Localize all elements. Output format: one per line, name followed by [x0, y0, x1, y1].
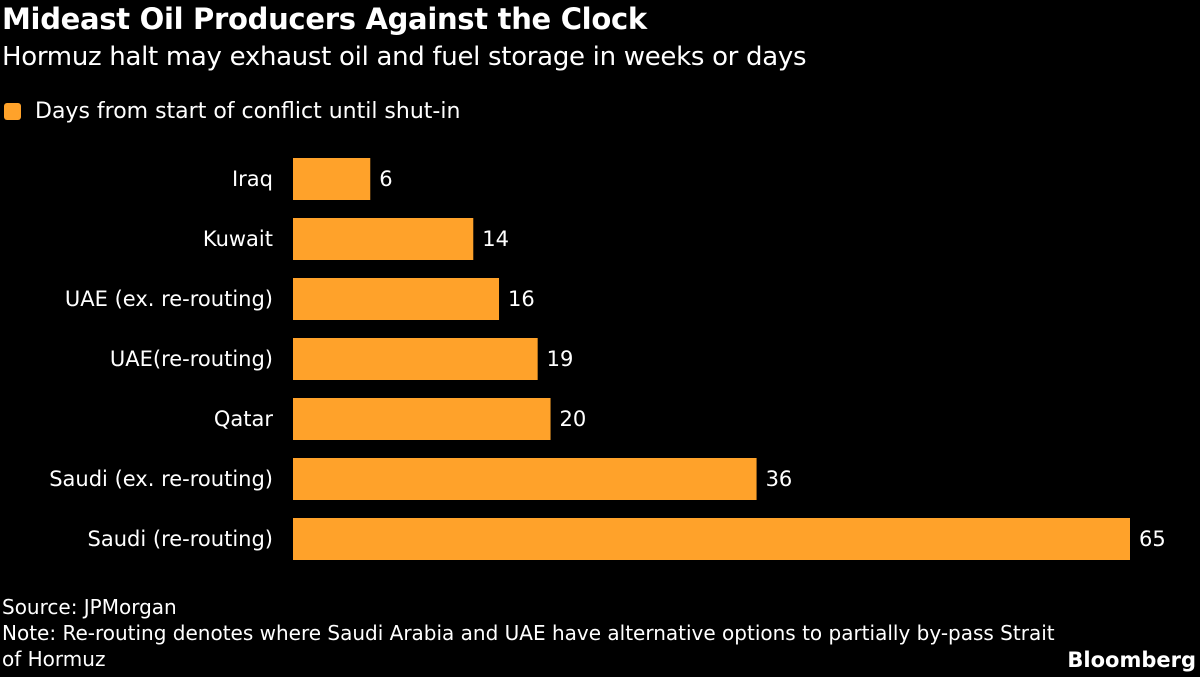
category-label: Kuwait — [203, 227, 273, 251]
chart-subtitle: Hormuz halt may exhaust oil and fuel sto… — [2, 42, 807, 72]
data-label: 6 — [379, 167, 392, 191]
source-note: Source: JPMorgan Note: Re-routing denote… — [2, 594, 1062, 672]
bar — [293, 458, 757, 500]
data-label: 20 — [560, 407, 587, 431]
bar — [293, 338, 538, 380]
category-label: Saudi (ex. re-routing) — [49, 467, 273, 491]
category-label: UAE(re-routing) — [110, 347, 273, 371]
bloomberg-logo: Bloomberg — [1067, 648, 1196, 672]
bar — [293, 218, 474, 260]
category-label: Qatar — [214, 407, 274, 431]
data-label: 65 — [1139, 527, 1166, 551]
legend: Days from start of conflict until shut-i… — [4, 99, 460, 124]
bar — [293, 278, 500, 320]
category-label: Saudi (re-routing) — [88, 527, 273, 551]
source: Source: JPMorgan — [2, 595, 177, 619]
data-label: 19 — [547, 347, 574, 371]
bar — [293, 158, 371, 200]
data-label: 36 — [766, 467, 793, 491]
category-label: UAE (ex. re-routing) — [65, 287, 273, 311]
category-label: Iraq — [232, 167, 273, 191]
chart-title: Mideast Oil Producers Against the Clock — [2, 2, 647, 36]
note: Note: Re-routing denotes where Saudi Ara… — [2, 621, 1055, 671]
data-label: 16 — [508, 287, 535, 311]
legend-swatch — [4, 103, 21, 120]
bar — [293, 518, 1130, 560]
legend-label: Days from start of conflict until shut-i… — [35, 99, 461, 124]
data-label: 14 — [482, 227, 509, 251]
bar — [293, 398, 551, 440]
